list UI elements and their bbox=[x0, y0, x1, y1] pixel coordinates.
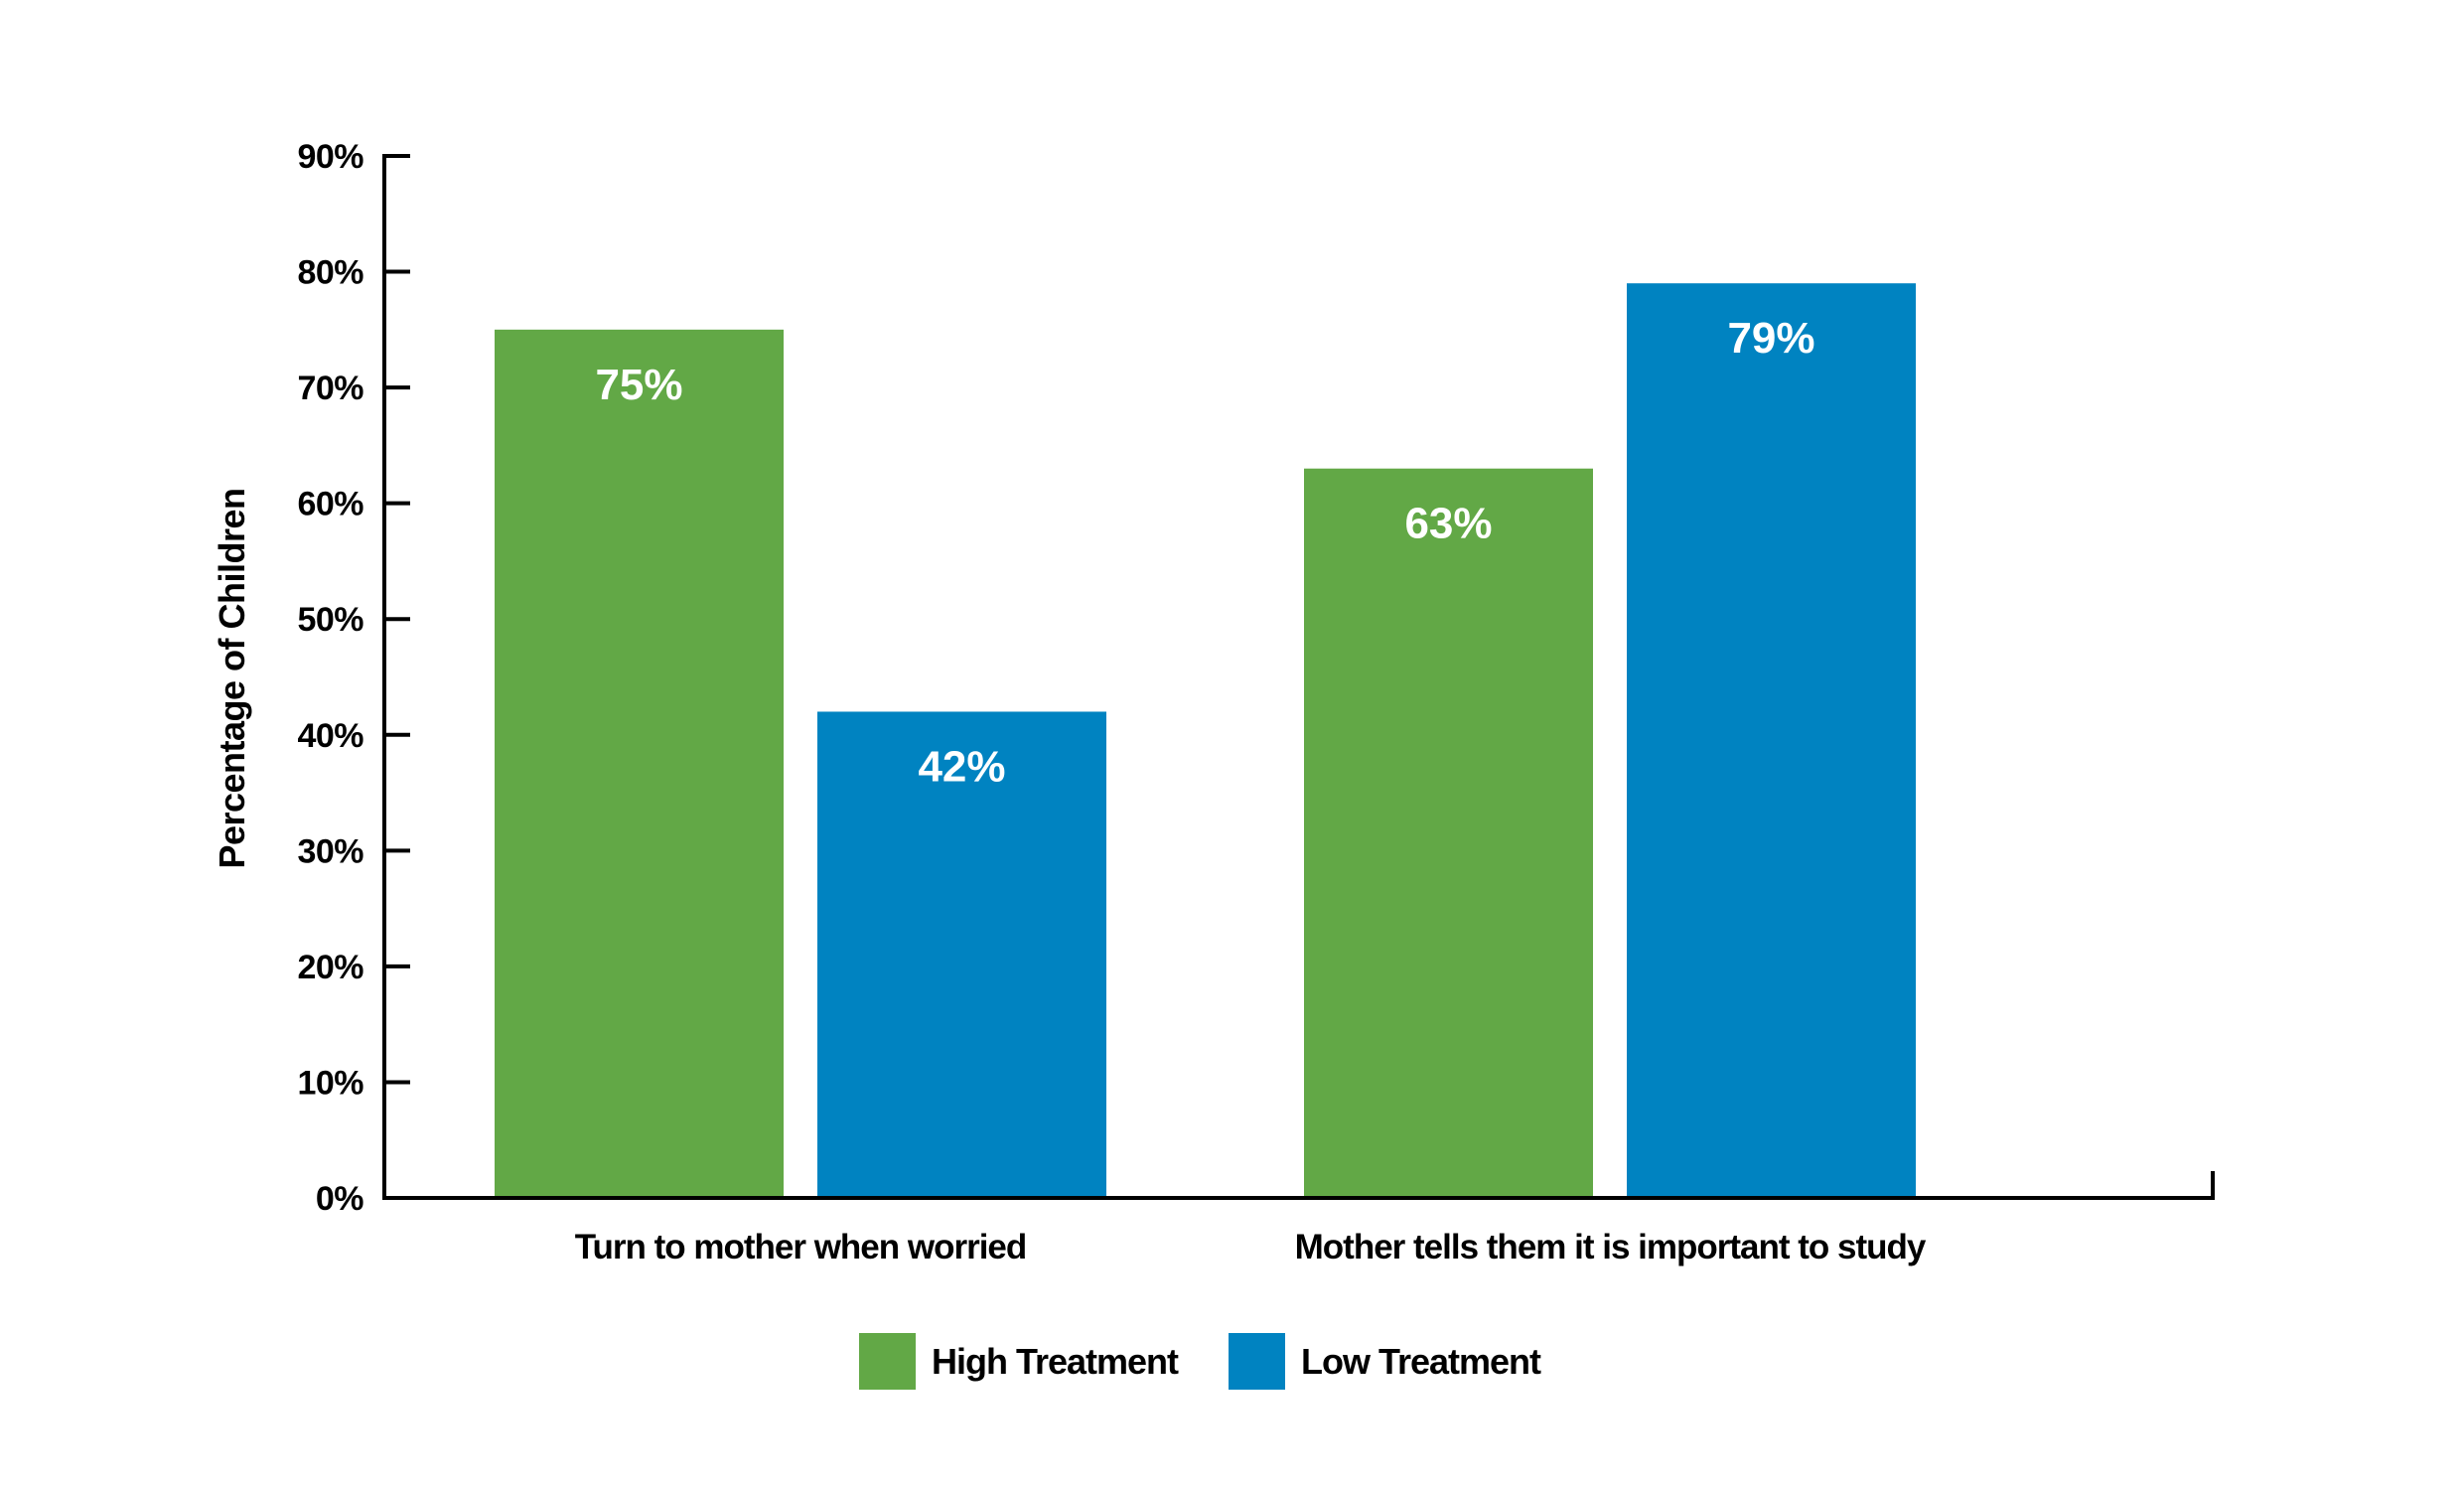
y-tick-label: 0% bbox=[316, 1180, 363, 1218]
y-tick-label: 40% bbox=[297, 717, 363, 755]
bar-value-label: 63% bbox=[1404, 500, 1492, 548]
y-tick-label: 60% bbox=[297, 486, 363, 523]
bar-low-treatment bbox=[1627, 283, 1916, 1198]
legend-label: High Treatment bbox=[932, 1341, 1179, 1382]
y-tick-label: 10% bbox=[297, 1064, 363, 1102]
bar-high-treatment bbox=[1304, 468, 1593, 1198]
x-category-label: Turn to mother when worried bbox=[575, 1228, 1027, 1266]
x-category-label: Mother tells them it is important to stu… bbox=[1295, 1228, 1927, 1266]
y-tick-label: 80% bbox=[297, 254, 363, 292]
y-axis-label: Percentage of Children bbox=[212, 488, 252, 868]
bar-value-label: 75% bbox=[595, 361, 682, 409]
y-tick-label: 20% bbox=[297, 949, 363, 986]
y-tick-label: 30% bbox=[297, 832, 363, 870]
legend-swatch-high-treatment bbox=[859, 1333, 916, 1390]
bar-value-label: 42% bbox=[918, 742, 1005, 791]
y-tick-label: 50% bbox=[297, 601, 363, 639]
bar-value-label: 79% bbox=[1727, 314, 1814, 363]
y-tick-label: 70% bbox=[297, 370, 363, 407]
y-tick-label: 90% bbox=[297, 138, 363, 176]
legend-swatch-low-treatment bbox=[1229, 1333, 1285, 1390]
bar-high-treatment bbox=[495, 329, 784, 1198]
legend-label: Low Treatment bbox=[1301, 1341, 1541, 1382]
bar-low-treatment bbox=[817, 711, 1106, 1198]
